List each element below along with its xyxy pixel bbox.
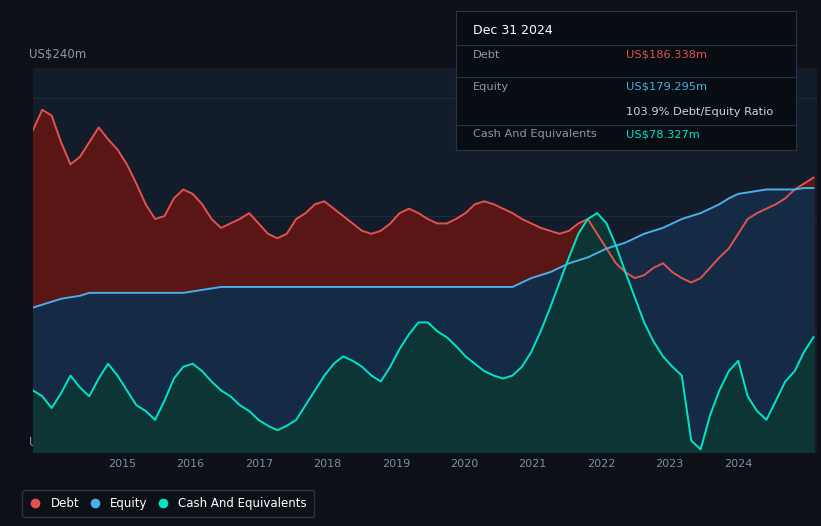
Text: Equity: Equity	[473, 82, 509, 92]
Text: Debt: Debt	[473, 49, 500, 59]
Legend: Debt, Equity, Cash And Equivalents: Debt, Equity, Cash And Equivalents	[22, 490, 314, 518]
Text: 103.9% Debt/Equity Ratio: 103.9% Debt/Equity Ratio	[626, 107, 773, 117]
Text: US$240m: US$240m	[29, 48, 86, 60]
Text: Dec 31 2024: Dec 31 2024	[473, 24, 553, 37]
Text: Cash And Equivalents: Cash And Equivalents	[473, 129, 596, 139]
Text: US$186.338m: US$186.338m	[626, 49, 707, 59]
Text: US$78.327m: US$78.327m	[626, 129, 699, 139]
Text: US$179.295m: US$179.295m	[626, 82, 707, 92]
Text: US$0: US$0	[29, 436, 60, 449]
